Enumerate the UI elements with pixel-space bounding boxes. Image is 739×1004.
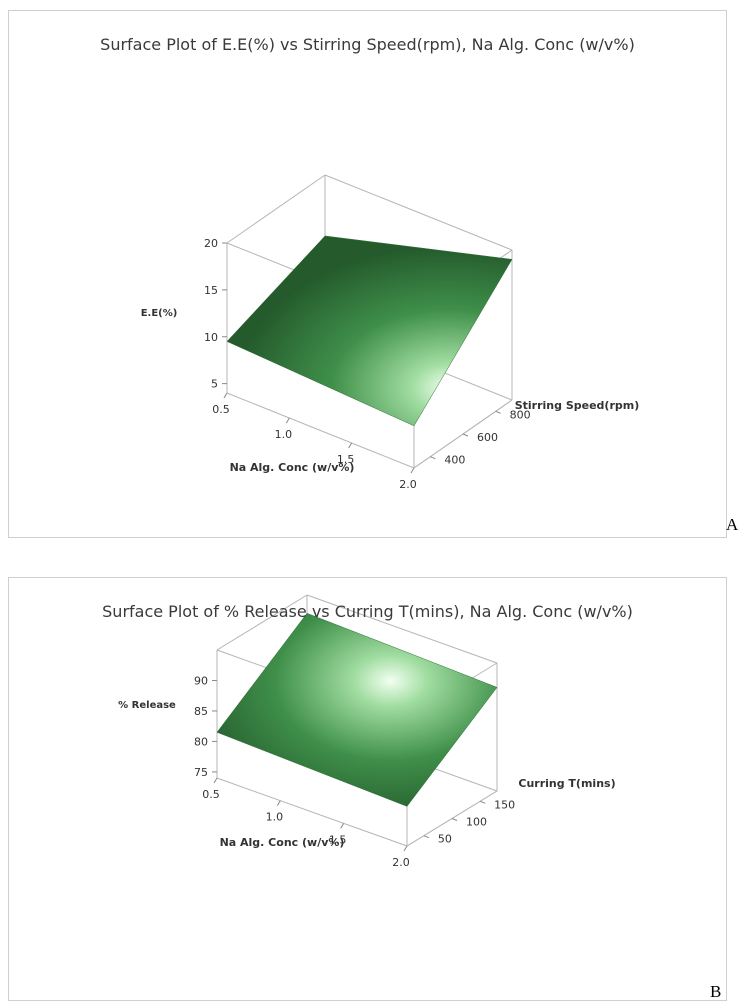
box-edge [216,594,308,651]
y-tick-mark [451,818,458,821]
z-tick-label: 15 [204,284,218,297]
y-tick-label: 150 [494,798,515,811]
x-tick-mark [340,823,345,829]
y-tick-label: 100 [466,816,487,829]
x-tick-label: 1.5 [329,833,347,846]
x-tick-label: 1.0 [275,428,293,441]
x-axis-label: Na Alg. Conc (w/v%) [230,461,355,474]
z-tick-label: 85 [194,705,208,718]
chart-title-a: Surface Plot of E.E(%) vs Stirring Speed… [100,35,635,54]
box-edge [306,594,498,664]
z-tick-label: 10 [204,331,218,344]
chart-panel-b: Surface Plot of % Release vs Curring T(m… [8,577,727,1001]
y-tick-mark [495,410,501,414]
x-tick-mark [285,417,290,424]
z-tick-label: 75 [194,766,208,779]
z-tick-label: 5 [211,378,218,391]
x-tick-mark [348,442,353,449]
y-tick-mark [430,456,436,460]
y-tick-label: 50 [438,833,452,846]
y-tick-mark [423,835,430,839]
x-tick-label: 0.5 [202,788,220,801]
x-tick-label: 0.5 [212,403,230,416]
chart-title-b: Surface Plot of % Release vs Curring T(m… [102,602,633,621]
x-tick-label: 2.0 [399,478,417,491]
y-axis-label: Curring T(mins) [518,777,615,790]
box-edge [226,174,326,244]
x-axis-line [216,777,408,847]
x-axis-label: Na Alg. Conc (w/v%) [220,836,345,849]
response-surface [226,235,513,427]
x-tick-mark [223,392,228,399]
panel-label-b: B [710,982,722,1001]
box-edge [324,174,513,251]
x-tick-label: 1.0 [266,811,284,824]
y-tick-label: 800 [510,408,531,421]
x-tick-mark [410,467,415,474]
y-axis-label: Stirring Speed(rpm) [515,399,640,412]
chart-panel-a: Surface Plot of E.E(%) vs Stirring Speed… [8,10,727,538]
z-tick-label: 90 [194,674,208,687]
y-tick-mark [462,433,469,437]
y-tick-mark [479,800,486,804]
surface-plot-b: 0.5 1.0 1.5 2.0 50 100 150 75 80 85 90 Na Alg. Conc… [118,594,616,869]
y-tick-label: 600 [477,431,498,444]
z-axis-label: % Release [118,700,176,711]
panel-label-a: A [726,515,739,534]
y-tick-label: 400 [444,454,465,467]
response-surface [216,612,498,807]
x-tick-label: 1.5 [337,453,355,466]
x-axis-line [226,392,415,469]
x-tick-mark [276,800,281,806]
x-tick-mark [213,777,218,784]
surface-plot-a: 0.5 1.0 1.5 2.0 400 600 800 5 10 15 20 Na Alg. Conc… [141,174,640,491]
x-tick-label: 2.0 [392,856,410,869]
z-tick-label: 20 [204,237,218,250]
z-axis-label: E.E(%) [141,308,178,319]
z-tick-label: 80 [194,735,208,748]
x-tick-mark [403,845,408,852]
